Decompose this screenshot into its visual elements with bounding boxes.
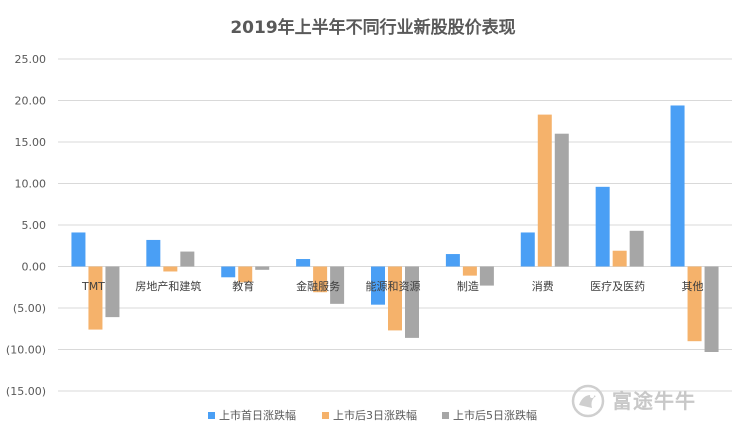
y-tick-label: 15.00 (15, 136, 47, 149)
bar-1 (520, 232, 535, 267)
bar-3 (629, 230, 644, 267)
bar-1 (670, 105, 685, 267)
y-tick-label: (10.00) (6, 344, 46, 357)
y-tick-label: 25.00 (15, 53, 47, 66)
bars-layer (71, 105, 719, 352)
x-category-label: 房地产和建筑 (135, 279, 201, 293)
chart-title: 2019年上半年不同行业新股股价表现 (230, 17, 515, 38)
legend-item: 上市后3日涨跌幅 (322, 408, 417, 422)
watermark: 富途牛牛 (571, 384, 696, 418)
legend-item: 上市后5日涨跌幅 (442, 408, 537, 422)
bar-3 (330, 266, 345, 304)
bar-1 (445, 254, 460, 267)
bar-2 (163, 266, 178, 272)
watermark-text: 富途牛牛 (612, 389, 696, 413)
bar-1 (595, 186, 610, 267)
legend-swatch (322, 412, 329, 419)
x-category-label: 金融服务 (296, 279, 340, 293)
y-tick-label: (15.00) (6, 385, 46, 398)
bar-1 (371, 266, 385, 305)
legend-label: 上市后3日涨跌幅 (333, 408, 417, 422)
legend-item: 上市首日涨跌幅 (208, 408, 296, 422)
y-tick-label: 5.00 (22, 219, 47, 232)
bar-3 (554, 133, 569, 267)
bar-2 (88, 266, 103, 330)
bar-2 (388, 266, 402, 331)
bar-2 (462, 266, 477, 276)
x-category-label: 其他 (682, 280, 704, 293)
y-tick-label: 10.00 (15, 178, 47, 191)
bar-3 (405, 266, 419, 338)
bar-2 (612, 250, 627, 267)
y-tick-label: (5.00) (13, 302, 46, 315)
bar-2 (238, 266, 253, 283)
bar-2 (537, 114, 552, 267)
bar-1 (146, 239, 161, 267)
labels-layer: 25.00 20.00 15.00 10.00 5.00 0.00 (5.00) (10.00… (6, 53, 704, 398)
bar-1 (296, 259, 311, 267)
bar-3 (180, 251, 195, 267)
legend-label: 上市后5日涨跌幅 (453, 408, 537, 422)
x-category-label: 教育 (232, 279, 254, 293)
grid-layer (58, 58, 732, 392)
x-category-label: 消费 (532, 279, 554, 293)
bar-3 (704, 266, 719, 352)
x-category-label: 制造 (457, 279, 479, 293)
y-tick-label: 0.00 (22, 261, 47, 274)
legend-label: 上市首日涨跌幅 (219, 408, 296, 422)
bar-2 (313, 266, 328, 293)
watermark-logo-icon (571, 384, 605, 418)
x-category-label: 医疗及医药 (590, 279, 645, 293)
x-category-label: 能源和资源 (366, 279, 421, 293)
bar-3 (255, 266, 270, 270)
bar-3 (105, 266, 120, 318)
bar-1 (71, 232, 86, 267)
bar-3 (479, 266, 494, 286)
bar-1 (221, 266, 236, 278)
bar-2 (687, 266, 702, 342)
legend-swatch (208, 412, 215, 419)
x-category-label: TMT (81, 280, 105, 293)
legend: 上市首日涨跌幅 上市后3日涨跌幅 上市后5日涨跌幅 (208, 408, 537, 422)
legend-swatch (442, 412, 449, 419)
y-tick-label: 20.00 (15, 95, 47, 108)
